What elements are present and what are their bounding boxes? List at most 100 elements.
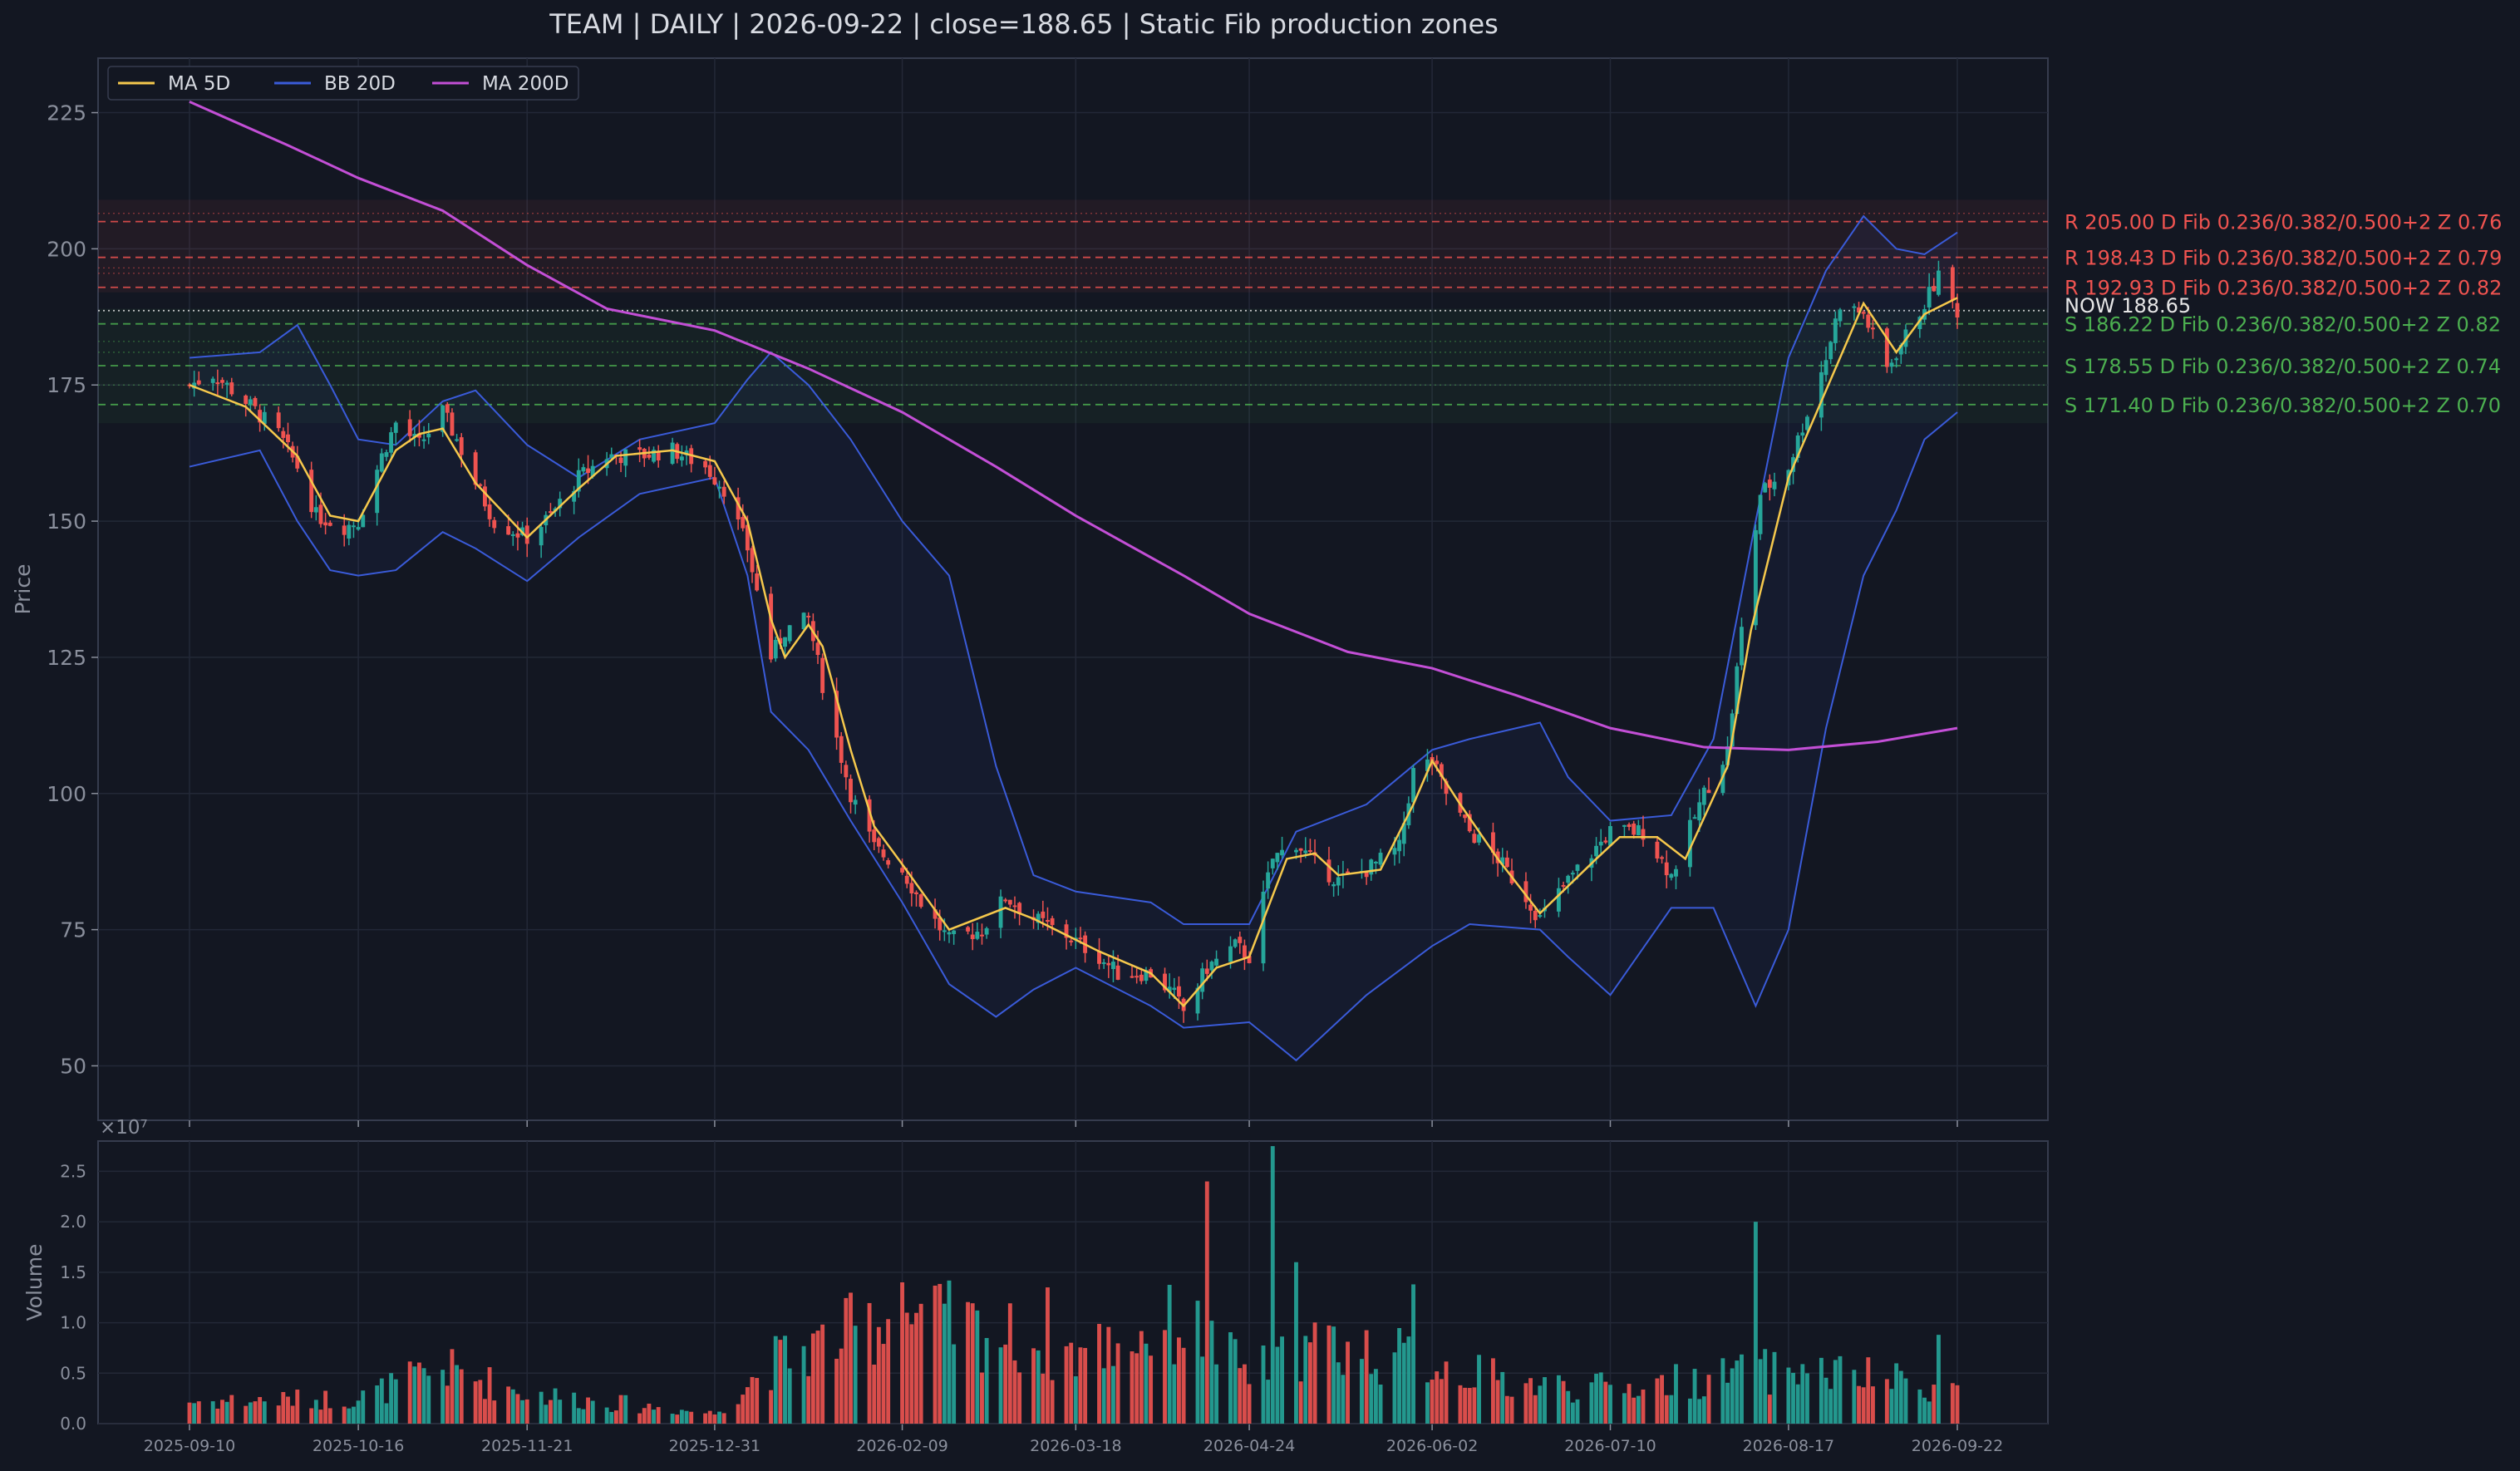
volume-bar xyxy=(1735,1360,1740,1424)
candle-body xyxy=(778,637,783,644)
volume-bar xyxy=(810,1333,815,1424)
candle-body xyxy=(229,382,234,395)
candle-body xyxy=(1373,861,1378,863)
volume-bar xyxy=(515,1394,520,1424)
level-label: R 205.00 D Fib 0.236/0.382/0.500+2 Z 0.7… xyxy=(2065,211,2502,234)
volume-bar xyxy=(1504,1395,1509,1424)
volume-bar xyxy=(196,1401,201,1424)
bollinger-upper-line xyxy=(189,214,1958,926)
candle-body xyxy=(318,504,323,524)
candle-body xyxy=(220,380,224,383)
volume-bar xyxy=(1041,1373,1046,1424)
volume-bar xyxy=(1204,1181,1209,1424)
candle-body xyxy=(1824,360,1828,376)
candle-body xyxy=(853,799,858,805)
candle-body xyxy=(389,432,394,453)
volume-bar xyxy=(478,1380,483,1424)
volume-bar xyxy=(1740,1354,1744,1424)
volume-bar xyxy=(707,1410,712,1424)
volume-bar xyxy=(1364,1330,1369,1424)
candle-body xyxy=(1007,899,1012,905)
volume-bar xyxy=(1556,1375,1561,1424)
volume-bar xyxy=(834,1358,839,1424)
volume-bar xyxy=(1828,1389,1833,1424)
volume-bar xyxy=(900,1282,905,1424)
candle-body xyxy=(1805,416,1809,430)
candle-body xyxy=(1209,962,1214,971)
volume-bar xyxy=(1167,1284,1172,1424)
candle-body xyxy=(327,522,332,526)
volume-bar xyxy=(262,1401,267,1424)
volume-bar xyxy=(938,1283,943,1424)
volume-bar xyxy=(1209,1321,1214,1424)
volume-bar xyxy=(1115,1343,1120,1424)
volume-bar xyxy=(1687,1398,1692,1424)
candle-body xyxy=(938,917,943,931)
volume-bar xyxy=(1130,1351,1134,1424)
volume-bar xyxy=(1495,1380,1500,1424)
candle-body xyxy=(736,497,741,520)
volume-bar xyxy=(1603,1381,1608,1424)
volume-bar xyxy=(1477,1355,1481,1424)
candle-body xyxy=(839,736,844,763)
volume-bar xyxy=(1064,1346,1069,1424)
candle-body xyxy=(1115,965,1120,980)
candle-body xyxy=(1078,937,1083,940)
x-tick-label: 2026-02-09 xyxy=(856,1437,947,1455)
candle-body xyxy=(1740,627,1744,666)
candle-body xyxy=(1378,853,1383,865)
candle-body xyxy=(473,452,478,485)
candle-body xyxy=(1730,713,1735,747)
candle-body xyxy=(1435,760,1440,765)
volume-bar xyxy=(192,1403,197,1424)
candle-body xyxy=(1852,306,1857,308)
x-tick-label: 2026-07-10 xyxy=(1564,1437,1656,1455)
volume-bar xyxy=(1073,1376,1078,1424)
volume-bar xyxy=(1012,1360,1017,1424)
candle-body xyxy=(1603,840,1608,843)
volume-bar xyxy=(1805,1373,1809,1424)
volume-bar xyxy=(572,1392,577,1424)
candle-body xyxy=(1504,857,1509,868)
candle-body xyxy=(1955,303,1960,318)
volume-bar xyxy=(524,1399,529,1424)
candle-body xyxy=(548,511,553,514)
candle-body xyxy=(1472,834,1477,844)
candle-body xyxy=(515,533,520,538)
legend-label: MA 200D xyxy=(482,73,569,95)
volume-bar xyxy=(1857,1385,1861,1424)
volume-bar xyxy=(721,1413,726,1424)
candle-body xyxy=(1261,891,1266,964)
level-label: S 186.22 D Fib 0.236/0.382/0.500+2 Z 0.8… xyxy=(2065,313,2501,337)
volume-bar xyxy=(1242,1364,1247,1424)
candle-body xyxy=(745,524,750,551)
volume-bar xyxy=(1500,1371,1505,1424)
candle-body xyxy=(703,460,708,468)
volume-bar xyxy=(1753,1222,1758,1424)
volume-bar xyxy=(1767,1395,1772,1424)
volume-tick-label: 1.5 xyxy=(60,1262,86,1282)
candle-body xyxy=(1594,845,1599,857)
candle-body xyxy=(1627,824,1632,828)
candle-body xyxy=(679,456,684,460)
volume-bar xyxy=(295,1390,300,1424)
candle-body xyxy=(1556,888,1561,912)
volume-bar xyxy=(553,1388,558,1424)
volume-bar xyxy=(412,1366,417,1424)
legend-label: BB 20D xyxy=(324,73,396,95)
candle-body xyxy=(876,838,881,847)
volume-bar xyxy=(1336,1362,1341,1424)
candle-body xyxy=(1725,746,1730,765)
volume-bar xyxy=(1467,1388,1472,1424)
candle-body xyxy=(379,453,384,472)
candle-body xyxy=(1857,307,1861,313)
candle-body xyxy=(637,447,642,450)
candle-body xyxy=(1608,826,1612,846)
volume-bar xyxy=(361,1390,366,1424)
candle-body xyxy=(933,909,938,919)
volume-bar xyxy=(904,1312,909,1424)
volume-bar xyxy=(849,1292,853,1424)
candle-body xyxy=(1003,899,1008,902)
volume-tick-label: 1.0 xyxy=(60,1313,86,1333)
candle-body xyxy=(1233,939,1238,947)
